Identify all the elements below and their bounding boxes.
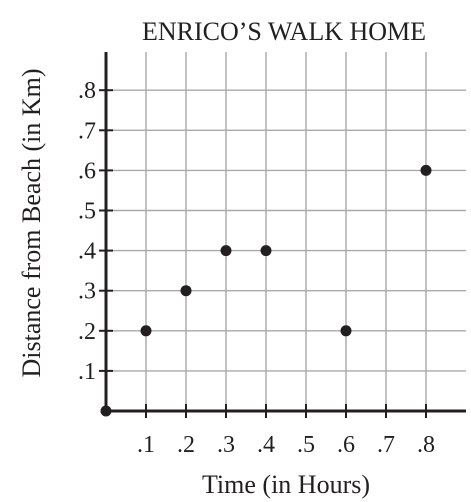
data-point bbox=[220, 245, 232, 257]
tick-labels: .1 .2 .3 .4 .5 .6 .7 .8 .1 .2 .3 .4 .5 .6 .7 .8 bbox=[78, 78, 435, 458]
grid bbox=[106, 52, 466, 411]
x-tick-label: .4 bbox=[257, 432, 275, 458]
origin-point bbox=[100, 405, 112, 417]
data-point bbox=[420, 164, 432, 176]
y-tick-label: .3 bbox=[78, 279, 96, 305]
y-tick-label: .4 bbox=[78, 239, 96, 265]
x-tick-label: .5 bbox=[297, 432, 315, 458]
y-tick-label: .7 bbox=[78, 118, 96, 144]
x-axis-label: Time (in Hours) bbox=[202, 470, 370, 499]
data-point bbox=[180, 285, 192, 297]
x-tick-label: .2 bbox=[177, 432, 195, 458]
y-tick-label: .8 bbox=[78, 78, 96, 104]
y-tick-label: .2 bbox=[78, 319, 96, 345]
y-tick-label: .6 bbox=[78, 158, 96, 184]
data-point bbox=[340, 325, 352, 337]
axes bbox=[99, 52, 466, 418]
x-tick-label: .8 bbox=[417, 432, 435, 458]
data-point bbox=[260, 245, 272, 257]
y-axis-label: Distance from Beach (in Km) bbox=[17, 68, 46, 377]
chart-title: ENRICO’S WALK HOME bbox=[142, 17, 426, 46]
x-tick-label: .7 bbox=[377, 432, 395, 458]
data-points bbox=[100, 164, 432, 417]
y-tick-label: .1 bbox=[78, 359, 96, 385]
data-point bbox=[140, 325, 152, 337]
x-tick-label: .1 bbox=[137, 432, 155, 458]
y-tick-label: .5 bbox=[78, 199, 96, 225]
x-tick-label: .3 bbox=[217, 432, 235, 458]
x-tick-label: .6 bbox=[337, 432, 355, 458]
